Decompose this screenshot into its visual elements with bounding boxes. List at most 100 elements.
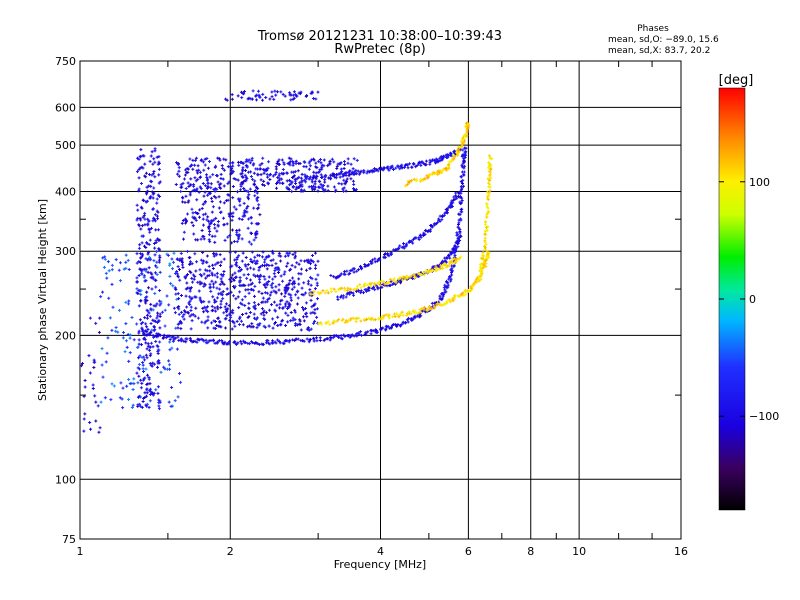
echo-point xyxy=(259,273,263,277)
echo-point xyxy=(127,299,131,303)
trace-point xyxy=(459,255,463,259)
echo-point xyxy=(241,182,245,186)
echo-point xyxy=(262,171,266,175)
echo-point xyxy=(279,299,283,303)
echo-point xyxy=(182,237,186,241)
echo-point xyxy=(97,430,101,434)
echo-point xyxy=(313,266,317,270)
trace-point xyxy=(422,273,426,277)
trace-point xyxy=(485,250,489,254)
echo-point xyxy=(286,261,290,265)
trace-point xyxy=(215,340,219,344)
echo-point xyxy=(189,271,193,275)
y-tick-label: 400 xyxy=(55,185,76,198)
echo-point xyxy=(252,162,256,166)
trace-point xyxy=(364,264,368,268)
trace-point xyxy=(326,291,330,295)
trace-point xyxy=(364,330,368,334)
echo-point xyxy=(171,260,175,264)
echo-point xyxy=(200,158,204,162)
echo-point xyxy=(213,240,217,244)
echo-point xyxy=(332,185,336,189)
echo-point xyxy=(152,186,156,190)
trace-point xyxy=(387,254,391,258)
trace-point xyxy=(418,310,422,314)
echo-point xyxy=(252,183,256,187)
echo-point xyxy=(277,271,281,275)
echo-point xyxy=(140,272,144,276)
echo-point xyxy=(308,159,312,163)
echo-point xyxy=(302,188,306,192)
trace-point xyxy=(450,199,454,203)
echo-point xyxy=(225,314,229,318)
echo-point xyxy=(211,173,215,177)
echo-point xyxy=(241,312,245,316)
echo-point xyxy=(220,164,224,168)
echo-point xyxy=(138,267,142,271)
echo-point xyxy=(285,300,289,304)
trace-point xyxy=(434,265,438,269)
echo-point xyxy=(245,267,249,271)
trace-point xyxy=(454,260,458,264)
trace-point xyxy=(461,291,465,295)
echo-point xyxy=(132,382,136,386)
echo-point xyxy=(111,305,115,309)
echo-point xyxy=(222,184,226,188)
stats-heading: Phases xyxy=(637,24,669,34)
trace-point xyxy=(345,269,349,273)
echo-point xyxy=(262,309,266,313)
echo-point xyxy=(200,274,204,278)
echo-point xyxy=(249,97,253,101)
trace-point xyxy=(350,268,354,272)
echo-point xyxy=(266,175,270,179)
trace-point xyxy=(341,294,345,298)
echo-point xyxy=(119,279,123,283)
echo-point xyxy=(286,320,290,324)
echo-point xyxy=(234,177,238,181)
echo-point xyxy=(320,167,324,171)
trace-point xyxy=(318,292,322,296)
echo-point xyxy=(155,260,159,264)
echo-point xyxy=(276,176,280,180)
trace-point xyxy=(142,332,146,336)
echo-point xyxy=(223,238,227,242)
trace-point xyxy=(350,170,354,174)
trace-point xyxy=(460,163,464,167)
trace-point xyxy=(414,236,418,240)
trace-point xyxy=(339,295,343,299)
echo-point xyxy=(156,162,160,166)
trace-point xyxy=(460,181,464,185)
echo-point xyxy=(147,405,151,409)
echo-point xyxy=(230,241,234,245)
trace-point xyxy=(296,337,300,341)
echo-point xyxy=(310,305,314,309)
trace-point xyxy=(176,335,180,339)
trace-point xyxy=(349,291,353,295)
echo-point xyxy=(231,311,235,315)
echo-point xyxy=(218,282,222,286)
trace-point xyxy=(360,333,364,337)
trace-point xyxy=(240,342,244,346)
echo-point xyxy=(258,280,262,284)
echo-point xyxy=(282,161,286,165)
trace-point xyxy=(355,284,359,288)
trace-point xyxy=(370,258,374,262)
echo-point xyxy=(239,319,243,323)
echo-point xyxy=(250,281,254,285)
trace-point xyxy=(440,218,444,222)
echo-point xyxy=(193,176,197,180)
echo-point xyxy=(124,260,128,264)
echo-point xyxy=(199,299,203,303)
echo-point xyxy=(323,180,327,184)
echo-point xyxy=(220,293,224,297)
echo-point xyxy=(103,257,107,261)
trace-point xyxy=(408,162,412,166)
trace-point xyxy=(426,270,430,274)
echo-point xyxy=(307,185,311,189)
echo-point xyxy=(160,310,164,314)
echo-point xyxy=(203,184,207,188)
trace-point xyxy=(479,274,483,278)
trace-point xyxy=(365,283,369,287)
echo-point xyxy=(126,258,130,262)
echo-point xyxy=(170,385,174,389)
